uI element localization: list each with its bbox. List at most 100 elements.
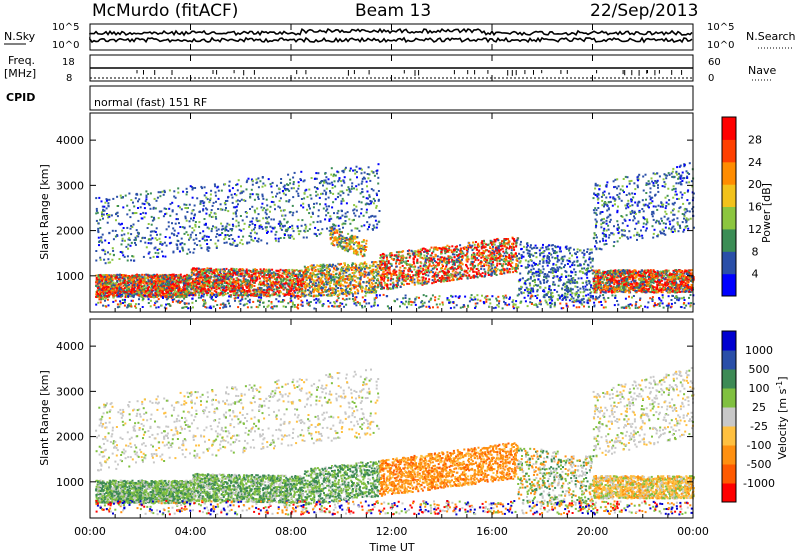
heatmap-cell <box>163 277 166 280</box>
heatmap-cell <box>266 270 268 273</box>
heatmap-cell <box>515 265 518 267</box>
heatmap-cell <box>125 281 128 284</box>
heatmap-cell <box>182 275 185 278</box>
heatmap-cell <box>481 246 484 249</box>
heatmap-cell <box>241 280 244 283</box>
heatmap-cell <box>539 280 542 283</box>
heatmap-cell <box>218 279 221 282</box>
heatmap-cell <box>319 263 322 266</box>
heatmap-cell <box>487 250 490 253</box>
heatmap-cell <box>98 279 101 282</box>
heatmap-cell <box>336 268 339 271</box>
heatmap-cell <box>481 240 484 243</box>
heatmap-cell <box>128 283 131 286</box>
heatmap-cell <box>587 267 589 270</box>
heatmap-cell <box>123 287 126 290</box>
heatmap-cell <box>408 282 411 285</box>
heatmap-cell <box>431 252 434 255</box>
heatmap-cell <box>211 281 214 284</box>
heatmap-cell <box>461 255 464 258</box>
heatmap-cell <box>401 264 404 267</box>
heatmap-cell <box>204 272 206 275</box>
heatmap-cell <box>465 265 468 268</box>
heatmap-cell <box>492 264 495 266</box>
heatmap-cell <box>430 257 433 260</box>
heatmap-cell <box>107 288 110 290</box>
heatmap-cell <box>173 286 176 289</box>
heatmap-cell <box>441 260 443 263</box>
heatmap-cell <box>317 283 320 286</box>
heatmap-cell <box>485 255 488 258</box>
heatmap-cell <box>254 268 257 271</box>
heatmap-cell <box>422 257 425 260</box>
heatmap-cell <box>102 274 105 277</box>
heatmap-cell <box>111 292 114 295</box>
heatmap-cell <box>417 279 419 282</box>
heatmap-cell <box>149 294 152 297</box>
heatmap-cell <box>331 291 334 294</box>
heatmap-cell <box>117 285 120 288</box>
freq-label-line2: [MHz] <box>4 67 36 80</box>
heatmap-cell <box>159 284 162 287</box>
heatmap-cell <box>463 270 466 273</box>
heatmap-cell <box>183 293 186 296</box>
heatmap-cell <box>273 277 276 280</box>
heatmap-cell <box>130 290 133 293</box>
heatmap-cell <box>280 280 283 283</box>
heatmap-cell <box>167 278 169 280</box>
heatmap-cell <box>502 258 505 261</box>
heatmap-cell <box>337 283 340 286</box>
heatmap-cell <box>430 246 433 249</box>
heatmap-cell <box>236 289 239 292</box>
heatmap-cell <box>417 282 420 285</box>
heatmap-cell <box>372 279 375 282</box>
heatmap-cell <box>116 273 119 276</box>
heatmap-cell <box>329 287 332 290</box>
heatmap-cell <box>185 296 188 298</box>
heatmap-cell <box>424 268 427 271</box>
heatmap-cell <box>150 292 153 295</box>
heatmap-cell <box>351 264 354 266</box>
heatmap-cell <box>115 290 118 292</box>
heatmap-cell <box>185 289 187 292</box>
heatmap-cell <box>162 282 165 285</box>
heatmap-cell <box>428 278 431 281</box>
heatmap-cell <box>139 286 142 289</box>
heatmap-cell <box>147 287 150 290</box>
heatmap-cell <box>118 273 121 276</box>
heatmap-cell <box>190 274 193 276</box>
heatmap-cell <box>495 270 498 272</box>
heatmap-cell <box>170 284 173 287</box>
heatmap-cell <box>535 263 538 266</box>
heatmap-cell <box>229 281 232 284</box>
heatmap-cell <box>386 279 389 282</box>
heatmap-cell <box>320 291 323 294</box>
heatmap-cell <box>133 285 135 288</box>
heatmap-cell <box>179 273 182 276</box>
heatmap-cell <box>502 250 505 253</box>
heatmap-cell <box>471 249 474 252</box>
heatmap-cell <box>103 294 106 297</box>
heatmap-cell <box>241 289 244 292</box>
heatmap-cell <box>296 292 299 294</box>
heatmap-cell <box>267 285 270 288</box>
heatmap-cell <box>326 267 329 270</box>
heatmap-cell <box>453 249 456 252</box>
heatmap-cell <box>198 278 201 280</box>
heatmap-cell <box>110 285 113 288</box>
heatmap-cell <box>195 285 198 288</box>
heatmap-cell <box>129 295 132 298</box>
heatmap-cell <box>514 268 517 271</box>
heatmap-cell <box>196 282 199 285</box>
heatmap-cell <box>119 282 122 285</box>
heatmap-cell <box>310 285 313 288</box>
heatmap-cell <box>314 276 317 278</box>
heatmap-cell <box>106 277 109 280</box>
heatmap-cell <box>237 287 240 290</box>
heatmap-cell <box>125 289 128 292</box>
heatmap-cell <box>206 275 209 277</box>
heatmap-cell <box>511 268 514 271</box>
heatmap-cell <box>150 286 153 289</box>
heatmap-cell <box>105 295 108 298</box>
heatmap-cell <box>425 277 427 280</box>
